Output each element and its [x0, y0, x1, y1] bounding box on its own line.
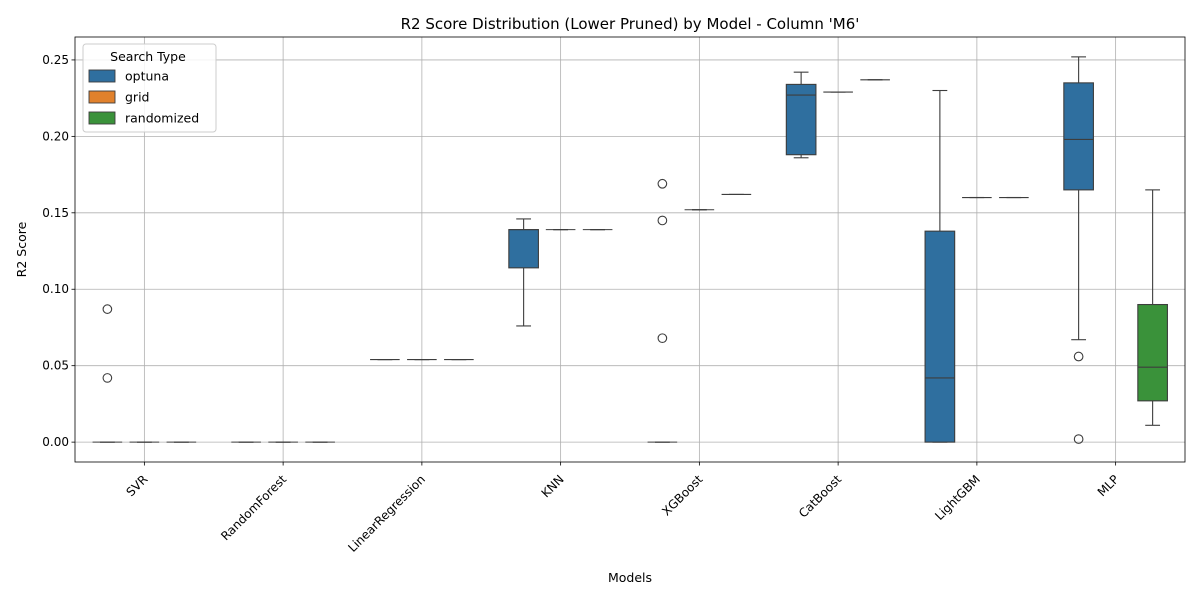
x-tick-label: XGBoost [659, 472, 705, 518]
legend-swatch-optuna [88, 69, 116, 83]
legend-swatch-grid [88, 90, 116, 104]
outlier-point [657, 333, 668, 344]
outlier-point [1073, 351, 1084, 362]
box-randomized-MLP [1137, 189, 1168, 426]
box-optuna-SVR [92, 304, 123, 443]
legend-label-optuna: optuna [125, 69, 169, 84]
grid-layer [75, 37, 1185, 462]
box-body [1137, 303, 1168, 402]
legend-label-grid: grid [125, 90, 149, 105]
box-body [924, 230, 956, 443]
outlier-point [102, 304, 113, 314]
legend-swatch-randomized [88, 111, 116, 125]
outlier-point [102, 373, 113, 383]
legend: Search Type optuna grid randomized [82, 43, 217, 133]
x-axis-label: Models [608, 570, 652, 585]
box-optuna-CatBoost [785, 71, 817, 159]
marks-layer [92, 56, 1168, 444]
y-tick-label: 0.15 [42, 206, 69, 220]
box-optuna-LightGBM [924, 89, 956, 443]
outlier-point [1073, 434, 1084, 444]
y-tick-label: 0.05 [42, 359, 69, 373]
chart-title: R2 Score Distribution (Lower Pruned) by … [401, 15, 860, 33]
plot-frame [74, 36, 1186, 463]
box-body [508, 229, 539, 269]
legend-frame [82, 43, 217, 133]
box-body [785, 83, 817, 156]
x-tick-label: LightGBM [932, 472, 983, 523]
y-tick-label: 0.10 [42, 282, 69, 296]
x-tick-label: MLP [1095, 472, 1122, 499]
x-tick-label: CatBoost [796, 472, 845, 521]
legend-entries: optuna grid randomized [88, 69, 199, 126]
x-tick-label: LinearRegression [345, 472, 428, 555]
box-optuna-XGBoost [647, 178, 678, 443]
outlier-point [657, 215, 668, 226]
box-optuna-KNN [508, 218, 539, 327]
y-tick-label: 0.00 [42, 435, 69, 449]
y-tick-label: 0.20 [42, 129, 69, 143]
box-optuna-MLP [1063, 56, 1094, 444]
box-body [1063, 82, 1094, 191]
x-tick-label: RandomForest [218, 472, 289, 543]
legend-title: Search Type [110, 49, 186, 64]
y-tick-label: 0.25 [42, 53, 69, 67]
outlier-point [657, 178, 668, 189]
x-tick-label: SVR [124, 472, 151, 499]
y-axis-label: R2 Score [14, 221, 29, 277]
x-tick-label: KNN [539, 472, 567, 500]
legend-label-randomized: randomized [125, 111, 199, 126]
